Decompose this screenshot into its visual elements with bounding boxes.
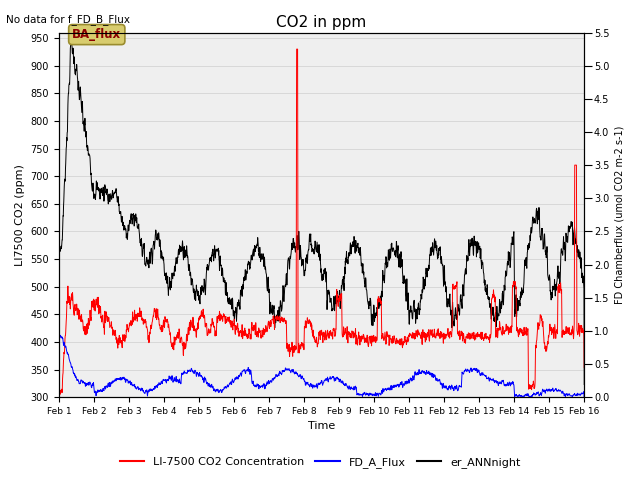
X-axis label: Time: Time [308, 421, 335, 432]
Legend: LI-7500 CO2 Concentration, FD_A_Flux, er_ANNnight: LI-7500 CO2 Concentration, FD_A_Flux, er… [115, 452, 525, 472]
Title: CO2 in ppm: CO2 in ppm [276, 15, 367, 30]
Text: No data for f_FD_B_Flux: No data for f_FD_B_Flux [6, 14, 131, 25]
Y-axis label: LI7500 CO2 (ppm): LI7500 CO2 (ppm) [15, 164, 25, 266]
Y-axis label: FD Chamberflux (umol CO2 m-2 s-1): FD Chamberflux (umol CO2 m-2 s-1) [615, 126, 625, 304]
Text: BA_flux: BA_flux [72, 28, 122, 41]
